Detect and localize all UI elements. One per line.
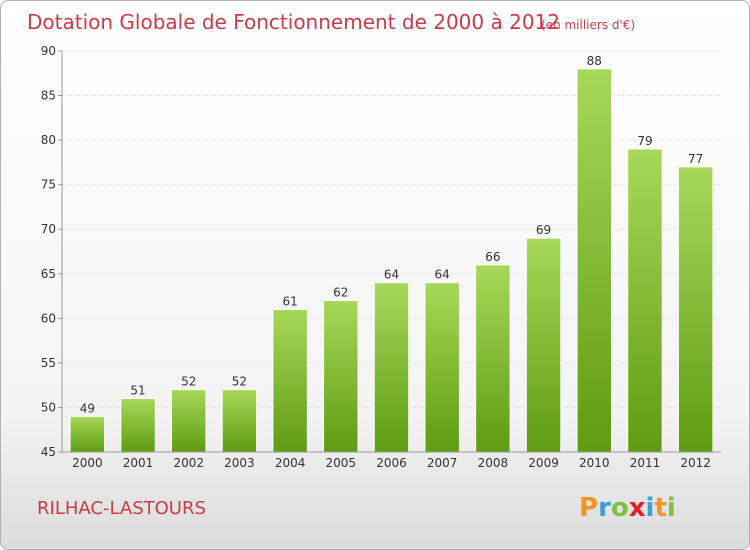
x-axis-ticks: 2000 2001 2002 2003 2004 2005 2006 2007 2008 2009… bbox=[72, 456, 711, 470]
bar-value-label: 69 bbox=[536, 223, 551, 237]
y-axis-ticks: 45 50 55 60 65 70 75 80 85 90 bbox=[41, 44, 62, 459]
y-tick-label: 70 bbox=[41, 222, 56, 236]
y-tick-label: 85 bbox=[41, 89, 56, 103]
x-tick-label: 2004 bbox=[275, 456, 306, 470]
logo-letter: o bbox=[611, 493, 629, 523]
bar-value-label: 62 bbox=[333, 286, 348, 300]
x-tick-label: 2009 bbox=[528, 456, 559, 470]
bar-2012 bbox=[677, 166, 714, 453]
bar-value-label: 49 bbox=[80, 401, 95, 415]
bar-2009 bbox=[525, 237, 562, 453]
x-tick-label: 2007 bbox=[427, 456, 458, 470]
y-tick-label: 75 bbox=[41, 178, 56, 192]
bar-2001 bbox=[120, 398, 156, 453]
y-tick-label: 60 bbox=[41, 311, 56, 325]
bar-value-label: 64 bbox=[384, 268, 399, 282]
y-tick-label: 80 bbox=[41, 133, 56, 147]
logo-letter: i bbox=[667, 493, 676, 523]
bar-2007 bbox=[424, 282, 460, 453]
bar-value-label: 88 bbox=[587, 54, 602, 68]
bar-2002 bbox=[170, 389, 207, 453]
bar-value-label: 66 bbox=[485, 250, 500, 264]
bar-value-label: 79 bbox=[637, 134, 652, 148]
x-tick-label: 2003 bbox=[224, 456, 255, 470]
bars: 49 51 52 52 61 62 64 64 66 69 88 79 77 bbox=[69, 54, 714, 453]
x-tick-label: 2010 bbox=[579, 456, 610, 470]
logo-letter: r bbox=[598, 493, 611, 523]
x-tick-label: 2008 bbox=[478, 456, 509, 470]
x-tick-label: 2006 bbox=[376, 456, 407, 470]
chart-unit-note: (en milliers d'€) bbox=[541, 18, 635, 32]
location-name: RILHAC-LASTOURS bbox=[37, 498, 206, 519]
bar-value-label: 51 bbox=[130, 384, 145, 398]
bar-2008 bbox=[475, 264, 511, 453]
bar-2004 bbox=[272, 308, 308, 453]
proxiti-logo: Proxiti bbox=[579, 493, 676, 523]
bar-2003 bbox=[221, 389, 258, 453]
bar-value-label: 77 bbox=[688, 152, 703, 166]
y-tick-label: 90 bbox=[41, 44, 56, 58]
bar-2011 bbox=[627, 148, 663, 453]
x-tick-label: 2002 bbox=[173, 456, 204, 470]
x-tick-label: 2011 bbox=[630, 456, 661, 470]
y-tick-label: 55 bbox=[41, 356, 56, 370]
x-tick-label: 2005 bbox=[326, 456, 357, 470]
y-tick-label: 50 bbox=[41, 400, 56, 414]
bar-2000 bbox=[69, 415, 106, 453]
bar-2005 bbox=[323, 300, 359, 453]
x-tick-label: 2012 bbox=[680, 456, 711, 470]
bar-value-label: 52 bbox=[232, 375, 247, 389]
bar-2006 bbox=[373, 282, 410, 453]
logo-letter: i bbox=[646, 493, 655, 523]
bar-value-label: 61 bbox=[282, 294, 297, 308]
bar-2010 bbox=[576, 68, 613, 453]
bar-value-label: 52 bbox=[181, 375, 196, 389]
logo-letter: x bbox=[629, 493, 646, 523]
y-tick-label: 45 bbox=[41, 445, 56, 459]
logo-letter: P bbox=[579, 493, 598, 523]
bar-value-label: 64 bbox=[435, 268, 450, 282]
x-tick-label: 2001 bbox=[123, 456, 154, 470]
x-tick-label: 2000 bbox=[72, 456, 103, 470]
chart-title: Dotation Globale de Fonctionnement de 20… bbox=[27, 10, 560, 34]
y-tick-label: 65 bbox=[41, 267, 56, 281]
logo-letter: t bbox=[654, 493, 666, 523]
